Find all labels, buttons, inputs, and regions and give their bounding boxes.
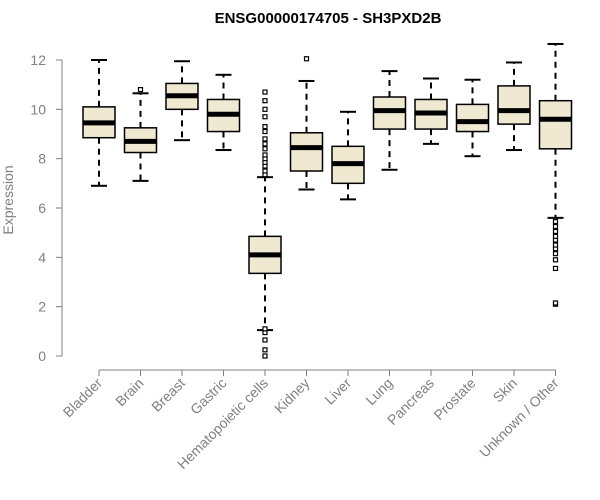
box-iqr [289, 132, 324, 172]
x-category-label: Breast [148, 375, 188, 415]
y-axis: 0 2 4 6 8 10 12 [30, 52, 63, 364]
outlier-point [303, 56, 310, 62]
outlier-point [262, 353, 268, 359]
outlier-point [262, 136, 268, 142]
y-axis-title: Expression [0, 165, 16, 234]
box-group [289, 56, 324, 191]
box-iqr [497, 85, 531, 125]
box-group [331, 110, 365, 201]
outlier-point [552, 257, 559, 263]
outlier-point [137, 86, 144, 93]
outlier-point [552, 300, 559, 306]
outlier-point [552, 242, 559, 248]
outlier-point [262, 168, 268, 174]
y-tick-label: 12 [30, 52, 46, 68]
box-group [455, 78, 490, 158]
y-tick-label: 6 [38, 200, 46, 216]
y-tick-label: 10 [30, 101, 46, 117]
outlier-point [262, 146, 268, 152]
outlier-point [262, 98, 268, 104]
outlier-point [262, 114, 268, 120]
outlier-point [262, 152, 268, 158]
box-group [123, 86, 158, 182]
outlier-point [552, 251, 559, 257]
x-category-label: Skin [490, 375, 521, 406]
outlier-point [262, 123, 268, 130]
outlier-point [262, 347, 268, 353]
box-group [538, 42, 573, 307]
outlier-point [262, 106, 268, 112]
box-group [165, 60, 199, 142]
box-iqr [455, 103, 490, 133]
x-category-label: Lung [362, 375, 395, 408]
outlier-point [552, 228, 559, 235]
x-category-label: Bladder [60, 375, 106, 421]
box-series [82, 42, 573, 359]
outlier-point [552, 223, 559, 230]
outlier-point [552, 218, 559, 225]
x-category-label: Brain [112, 375, 146, 409]
box-group [248, 89, 282, 359]
outlier-point [262, 337, 268, 343]
outlier-point [552, 265, 559, 272]
outlier-point [262, 141, 268, 147]
y-tick-label: 2 [38, 299, 46, 315]
outlier-point [262, 326, 268, 332]
y-tick-label: 4 [38, 249, 46, 265]
outlier-point [262, 89, 268, 95]
x-category-label: Prostate [430, 375, 478, 423]
chart-title: ENSG00000174705 - SH3PXD2B [215, 10, 442, 27]
box-group [82, 59, 116, 187]
box-group [414, 77, 448, 145]
y-tick-label: 8 [38, 151, 46, 167]
box-group [206, 73, 241, 152]
y-tick-label: 0 [38, 348, 46, 364]
x-category-label: Unknown / Other [476, 375, 562, 461]
outlier-point [552, 233, 559, 239]
x-category-label: Liver [321, 375, 354, 408]
box-iqr [538, 99, 573, 150]
outlier-point [262, 128, 268, 135]
box-group [372, 70, 407, 171]
box-group [497, 61, 531, 152]
x-category-label: Kidney [271, 375, 313, 417]
